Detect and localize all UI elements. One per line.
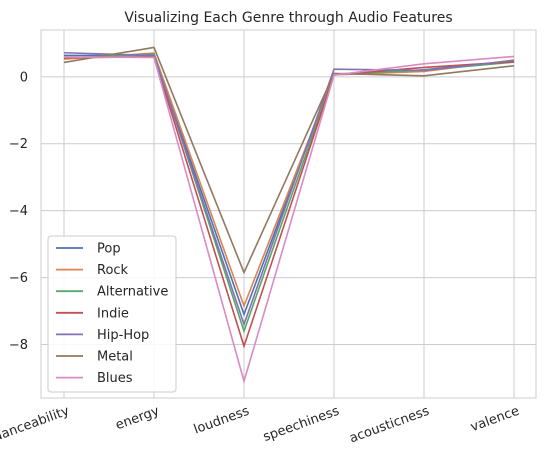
- x-tick-label: speechiness: [261, 404, 341, 445]
- legend: Pop Rock Alternative Indie Hip-Hop Metal Blues: [47, 235, 177, 393]
- series-lines: [63, 46, 515, 385]
- x-tick-label: energy: [114, 404, 162, 434]
- legend-label-blues: Blues: [97, 371, 133, 386]
- legend-label-indie: Indie: [97, 306, 129, 321]
- plot-frame: [40, 29, 537, 399]
- y-tick-label: −8: [9, 338, 28, 353]
- series-line-metal: [63, 46, 515, 275]
- legend-label-alternative: Alternative: [97, 285, 168, 300]
- x-tick-label: danceability: [0, 404, 72, 445]
- x-tick-labels: danceability energy loudness speechiness aco…: [0, 404, 521, 447]
- y-tick-labels: 0 −2 −4 −6 −8: [9, 70, 28, 353]
- x-tick-label: valence: [469, 404, 522, 435]
- legend-label-rock: Rock: [97, 263, 129, 278]
- y-tick-label: 0: [20, 70, 28, 85]
- series-line-hip-hop: [63, 51, 515, 327]
- x-tick-label: loudness: [192, 404, 252, 438]
- x-tick-label: acousticness: [348, 404, 432, 447]
- legend-label-metal: Metal: [97, 350, 133, 365]
- y-tick-label: −6: [9, 271, 28, 286]
- legend-box: [47, 235, 177, 393]
- legend-label-pop: Pop: [97, 242, 121, 257]
- series-line-blues: [63, 55, 515, 385]
- y-tick-label: −2: [9, 137, 28, 152]
- y-tick-label: −4: [9, 204, 28, 219]
- legend-label-hip-hop: Hip-Hop: [97, 328, 149, 343]
- chart-title: Visualizing Each Genre through Audio Fea…: [124, 10, 452, 26]
